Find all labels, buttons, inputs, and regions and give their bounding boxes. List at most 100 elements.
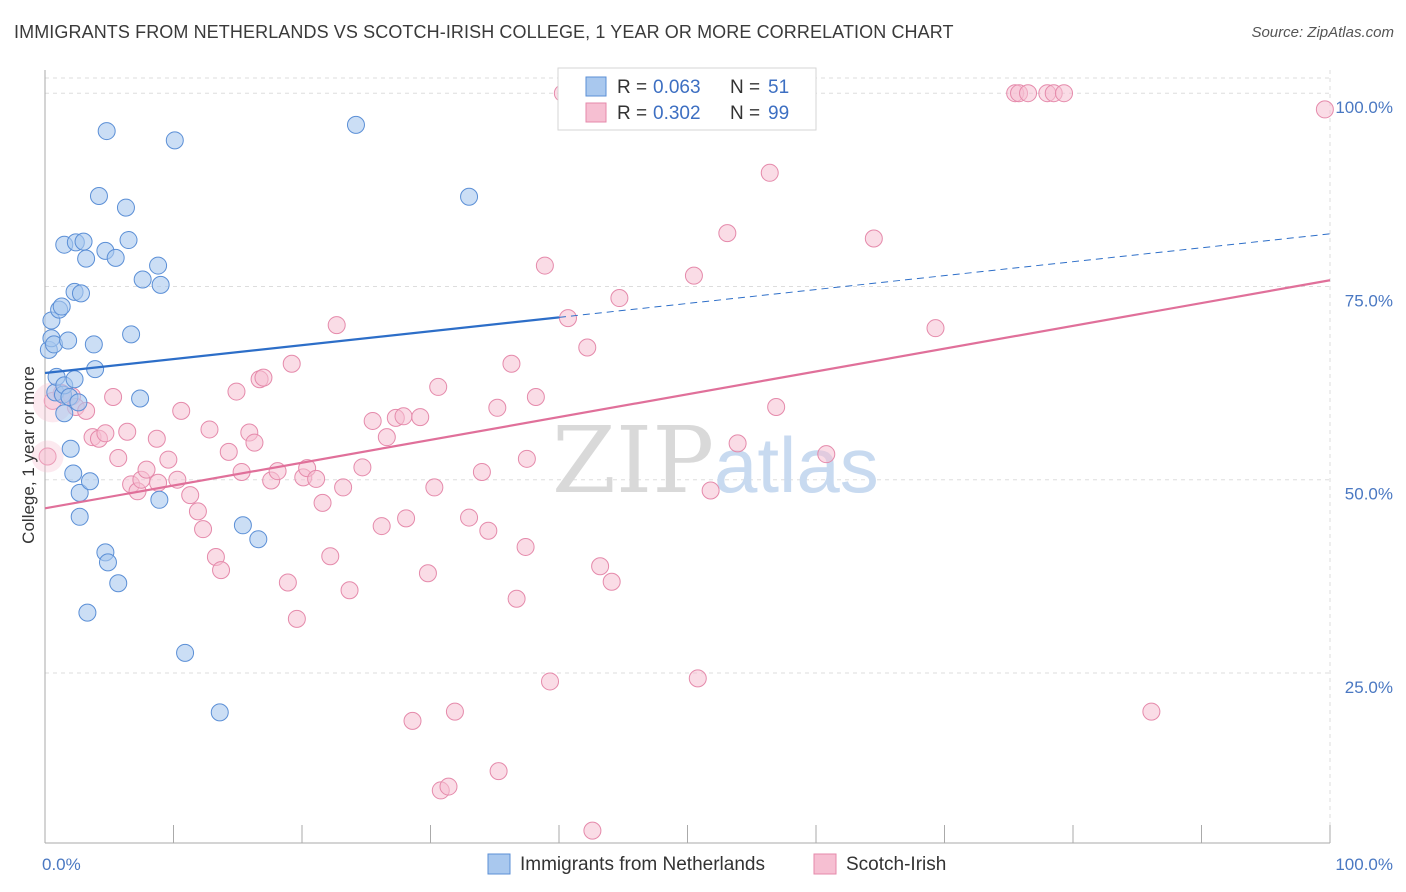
data-point-scotch-irish — [591, 557, 610, 576]
data-point-scotch-irish — [254, 368, 273, 387]
x-tick-label: 100.0% — [1335, 855, 1393, 874]
data-point-scotch-irish — [147, 429, 166, 448]
data-point-scotch-irish — [321, 547, 340, 566]
data-point-scotch-irish — [334, 478, 353, 497]
data-point-scotch-irish — [688, 669, 707, 688]
data-point-scotch-irish — [583, 821, 602, 840]
bottom-legend: Immigrants from Netherlands Scotch-Irish — [487, 853, 946, 875]
y-tick-label: 75.0% — [1345, 291, 1393, 310]
data-point-scotch-irish — [194, 520, 213, 539]
data-point-scotch-irish — [403, 711, 422, 730]
data-point-scotch-irish — [610, 289, 629, 308]
data-point-scotch-irish — [245, 433, 264, 452]
data-point-scotch-irish — [535, 256, 554, 275]
data-point-scotch-irish — [372, 517, 391, 536]
data-point-scotch-irish — [418, 564, 437, 583]
data-point-netherlands — [55, 404, 74, 423]
data-point-netherlands — [74, 232, 93, 251]
data-point-scotch-irish — [104, 387, 123, 406]
data-point-netherlands — [59, 331, 78, 350]
data-point-netherlands — [150, 490, 169, 509]
chart-source: Source: ZipAtlas.com — [1251, 24, 1394, 41]
data-point-scotch-irish — [118, 422, 137, 441]
data-point-scotch-irish — [926, 319, 945, 338]
data-point-scotch-irish — [429, 377, 448, 396]
data-point-scotch-irish — [1019, 84, 1038, 103]
data-point-scotch-irish — [817, 445, 836, 464]
data-point-scotch-irish — [287, 609, 306, 628]
data-point-netherlands — [249, 530, 268, 549]
data-point-scotch-irish — [313, 493, 332, 512]
data-point-scotch-irish — [159, 450, 178, 469]
data-point-netherlands — [460, 187, 479, 206]
data-point-netherlands — [106, 248, 125, 267]
data-point-netherlands — [109, 574, 128, 593]
legend-r-value-pink: 0.302 — [653, 103, 701, 124]
y-tick-label: 50.0% — [1345, 485, 1393, 504]
data-point-scotch-irish — [516, 537, 535, 556]
watermark-atlas: atlas — [714, 421, 879, 509]
data-point-scotch-irish — [558, 309, 577, 328]
data-point-scotch-irish — [200, 420, 219, 439]
data-point-scotch-irish — [1055, 84, 1074, 103]
data-point-scotch-irish — [488, 398, 507, 417]
data-point-scotch-irish — [353, 458, 372, 477]
data-point-netherlands — [61, 439, 80, 458]
data-point-scotch-irish — [541, 672, 560, 691]
data-point-scotch-irish — [472, 462, 491, 481]
data-point-scotch-irish — [1315, 100, 1334, 119]
data-point-netherlands — [131, 389, 150, 408]
legend-r-label-pink: R = — [617, 103, 647, 124]
data-point-scotch-irish — [684, 266, 703, 285]
data-point-netherlands — [65, 370, 84, 389]
data-point-netherlands — [70, 507, 89, 526]
legend-n-value-pink: 99 — [768, 103, 789, 124]
data-point-scotch-irish — [137, 460, 156, 479]
data-point-netherlands — [346, 115, 365, 134]
trend-line-netherlands-extension — [558, 233, 1331, 318]
data-point-netherlands — [77, 249, 96, 268]
data-point-scotch-irish — [1142, 702, 1161, 721]
trend-line-netherlands — [44, 316, 560, 375]
data-point-scotch-irish — [526, 387, 545, 406]
legend-n-value-blue: 51 — [768, 77, 789, 98]
data-point-scotch-irish — [172, 401, 191, 420]
data-point-netherlands — [210, 703, 229, 722]
data-point-scotch-irish — [767, 398, 786, 417]
series-netherlands-points — [39, 115, 479, 722]
bottom-legend-label-blue: Immigrants from Netherlands — [520, 854, 765, 875]
y-tick-label: 100.0% — [1335, 98, 1393, 117]
data-point-scotch-irish — [219, 442, 238, 461]
data-point-scotch-irish — [479, 521, 498, 540]
legend-n-label-pink: N = — [730, 103, 760, 124]
data-point-scotch-irish — [363, 411, 382, 430]
data-point-scotch-irish — [517, 449, 536, 468]
data-point-scotch-irish — [278, 573, 297, 592]
data-point-scotch-irish — [502, 354, 521, 373]
data-point-scotch-irish — [397, 509, 416, 528]
data-point-scotch-irish — [439, 777, 458, 796]
legend-swatch-blue — [585, 76, 607, 97]
bottom-legend-swatch-blue — [487, 853, 511, 875]
data-point-scotch-irish — [181, 486, 200, 505]
legend-swatch-pink — [585, 102, 607, 123]
y-axis-label: College, 1 year or more — [19, 366, 38, 544]
data-point-netherlands — [151, 275, 170, 294]
data-point-netherlands — [116, 198, 135, 217]
data-point-scotch-irish — [212, 561, 231, 580]
legend-r-label-blue: R = — [617, 77, 647, 98]
data-point-netherlands — [52, 297, 71, 316]
tick-labels: 25.0% 50.0% 75.0% 100.0% 0.0% 100.0% — [42, 98, 1393, 874]
chart-title: IMMIGRANTS FROM NETHERLANDS VS SCOTCH-IR… — [14, 22, 954, 42]
data-point-netherlands — [176, 643, 195, 662]
data-point-scotch-irish — [394, 407, 413, 426]
data-point-netherlands — [97, 122, 116, 141]
bottom-legend-label-pink: Scotch-Irish — [846, 854, 946, 875]
data-point-scotch-irish — [327, 316, 346, 335]
data-point-netherlands — [78, 603, 97, 622]
data-point-scotch-irish — [701, 481, 720, 500]
data-point-scotch-irish — [109, 449, 128, 468]
data-point-scotch-irish — [38, 447, 57, 466]
data-point-scotch-irish — [460, 508, 479, 527]
